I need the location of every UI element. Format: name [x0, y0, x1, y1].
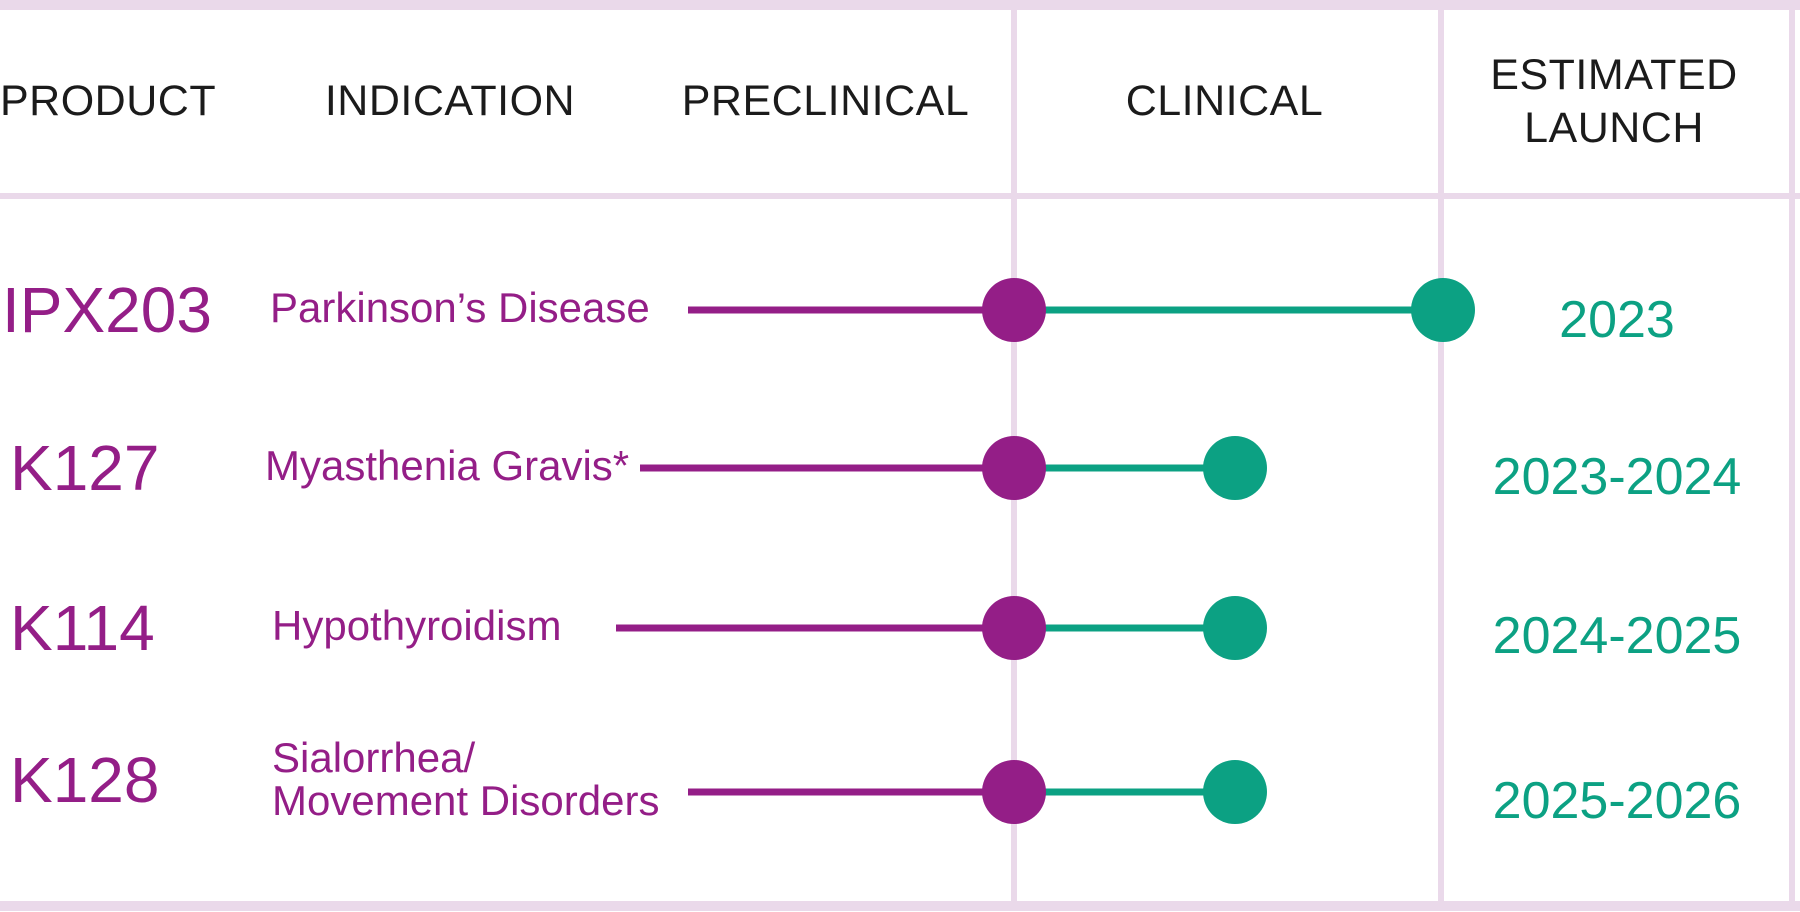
column-header-indication: INDICATION	[324, 77, 576, 125]
clinical-progress-line	[1014, 624, 1235, 632]
estimated-launch-line2: LAUNCH	[1524, 103, 1704, 152]
preclinical-marker-dot	[982, 760, 1046, 824]
preclinical-progress-line	[688, 306, 1014, 314]
preclinical-marker-dot	[982, 278, 1046, 342]
indication-label: Sialorrhea/	[272, 734, 476, 781]
estimated-launch-value: 2025-2026	[1492, 772, 1742, 830]
preclinical-progress-line	[688, 788, 1014, 796]
product-name: K114	[10, 592, 155, 664]
product-name: IPX203	[2, 274, 212, 346]
column-divider-clinical-launch	[1438, 10, 1444, 901]
estimated-launch-value: 2024-2025	[1492, 607, 1742, 665]
clinical-progress-line	[1014, 464, 1235, 472]
bottom-border	[0, 901, 1800, 911]
preclinical-marker-dot	[982, 596, 1046, 660]
estimated-launch-line1: ESTIMATED	[1490, 50, 1738, 99]
top-border	[0, 0, 1800, 10]
estimated-launch-value: 2023	[1559, 291, 1675, 349]
preclinical-marker-dot	[982, 436, 1046, 500]
product-name: K127	[10, 432, 160, 504]
clinical-marker-dot	[1411, 278, 1475, 342]
product-name: K128	[10, 744, 160, 816]
indication-label: Hypothyroidism	[272, 602, 562, 649]
indication-label-line2: Movement Disorders	[272, 777, 660, 824]
column-header-preclinical: PRECLINICAL	[681, 77, 970, 125]
column-header-clinical: CLINICAL	[1125, 77, 1324, 125]
column-header-product: PRODUCT	[0, 77, 217, 125]
indication-label: Parkinson’s Disease	[270, 284, 650, 331]
column-header-estimated-launch: ESTIMATED LAUNCH	[1438, 10, 1790, 193]
right-border	[1789, 10, 1795, 901]
estimated-launch-value: 2023-2024	[1492, 448, 1742, 506]
preclinical-progress-line	[616, 624, 1014, 632]
clinical-marker-dot	[1203, 436, 1267, 500]
clinical-progress-line	[1014, 306, 1443, 314]
indication-label: Myasthenia Gravis*	[265, 442, 630, 489]
clinical-marker-dot	[1203, 760, 1267, 824]
clinical-marker-dot	[1203, 596, 1267, 660]
header-separator	[0, 193, 1800, 199]
clinical-progress-line	[1014, 788, 1235, 796]
preclinical-progress-line	[640, 464, 1014, 472]
